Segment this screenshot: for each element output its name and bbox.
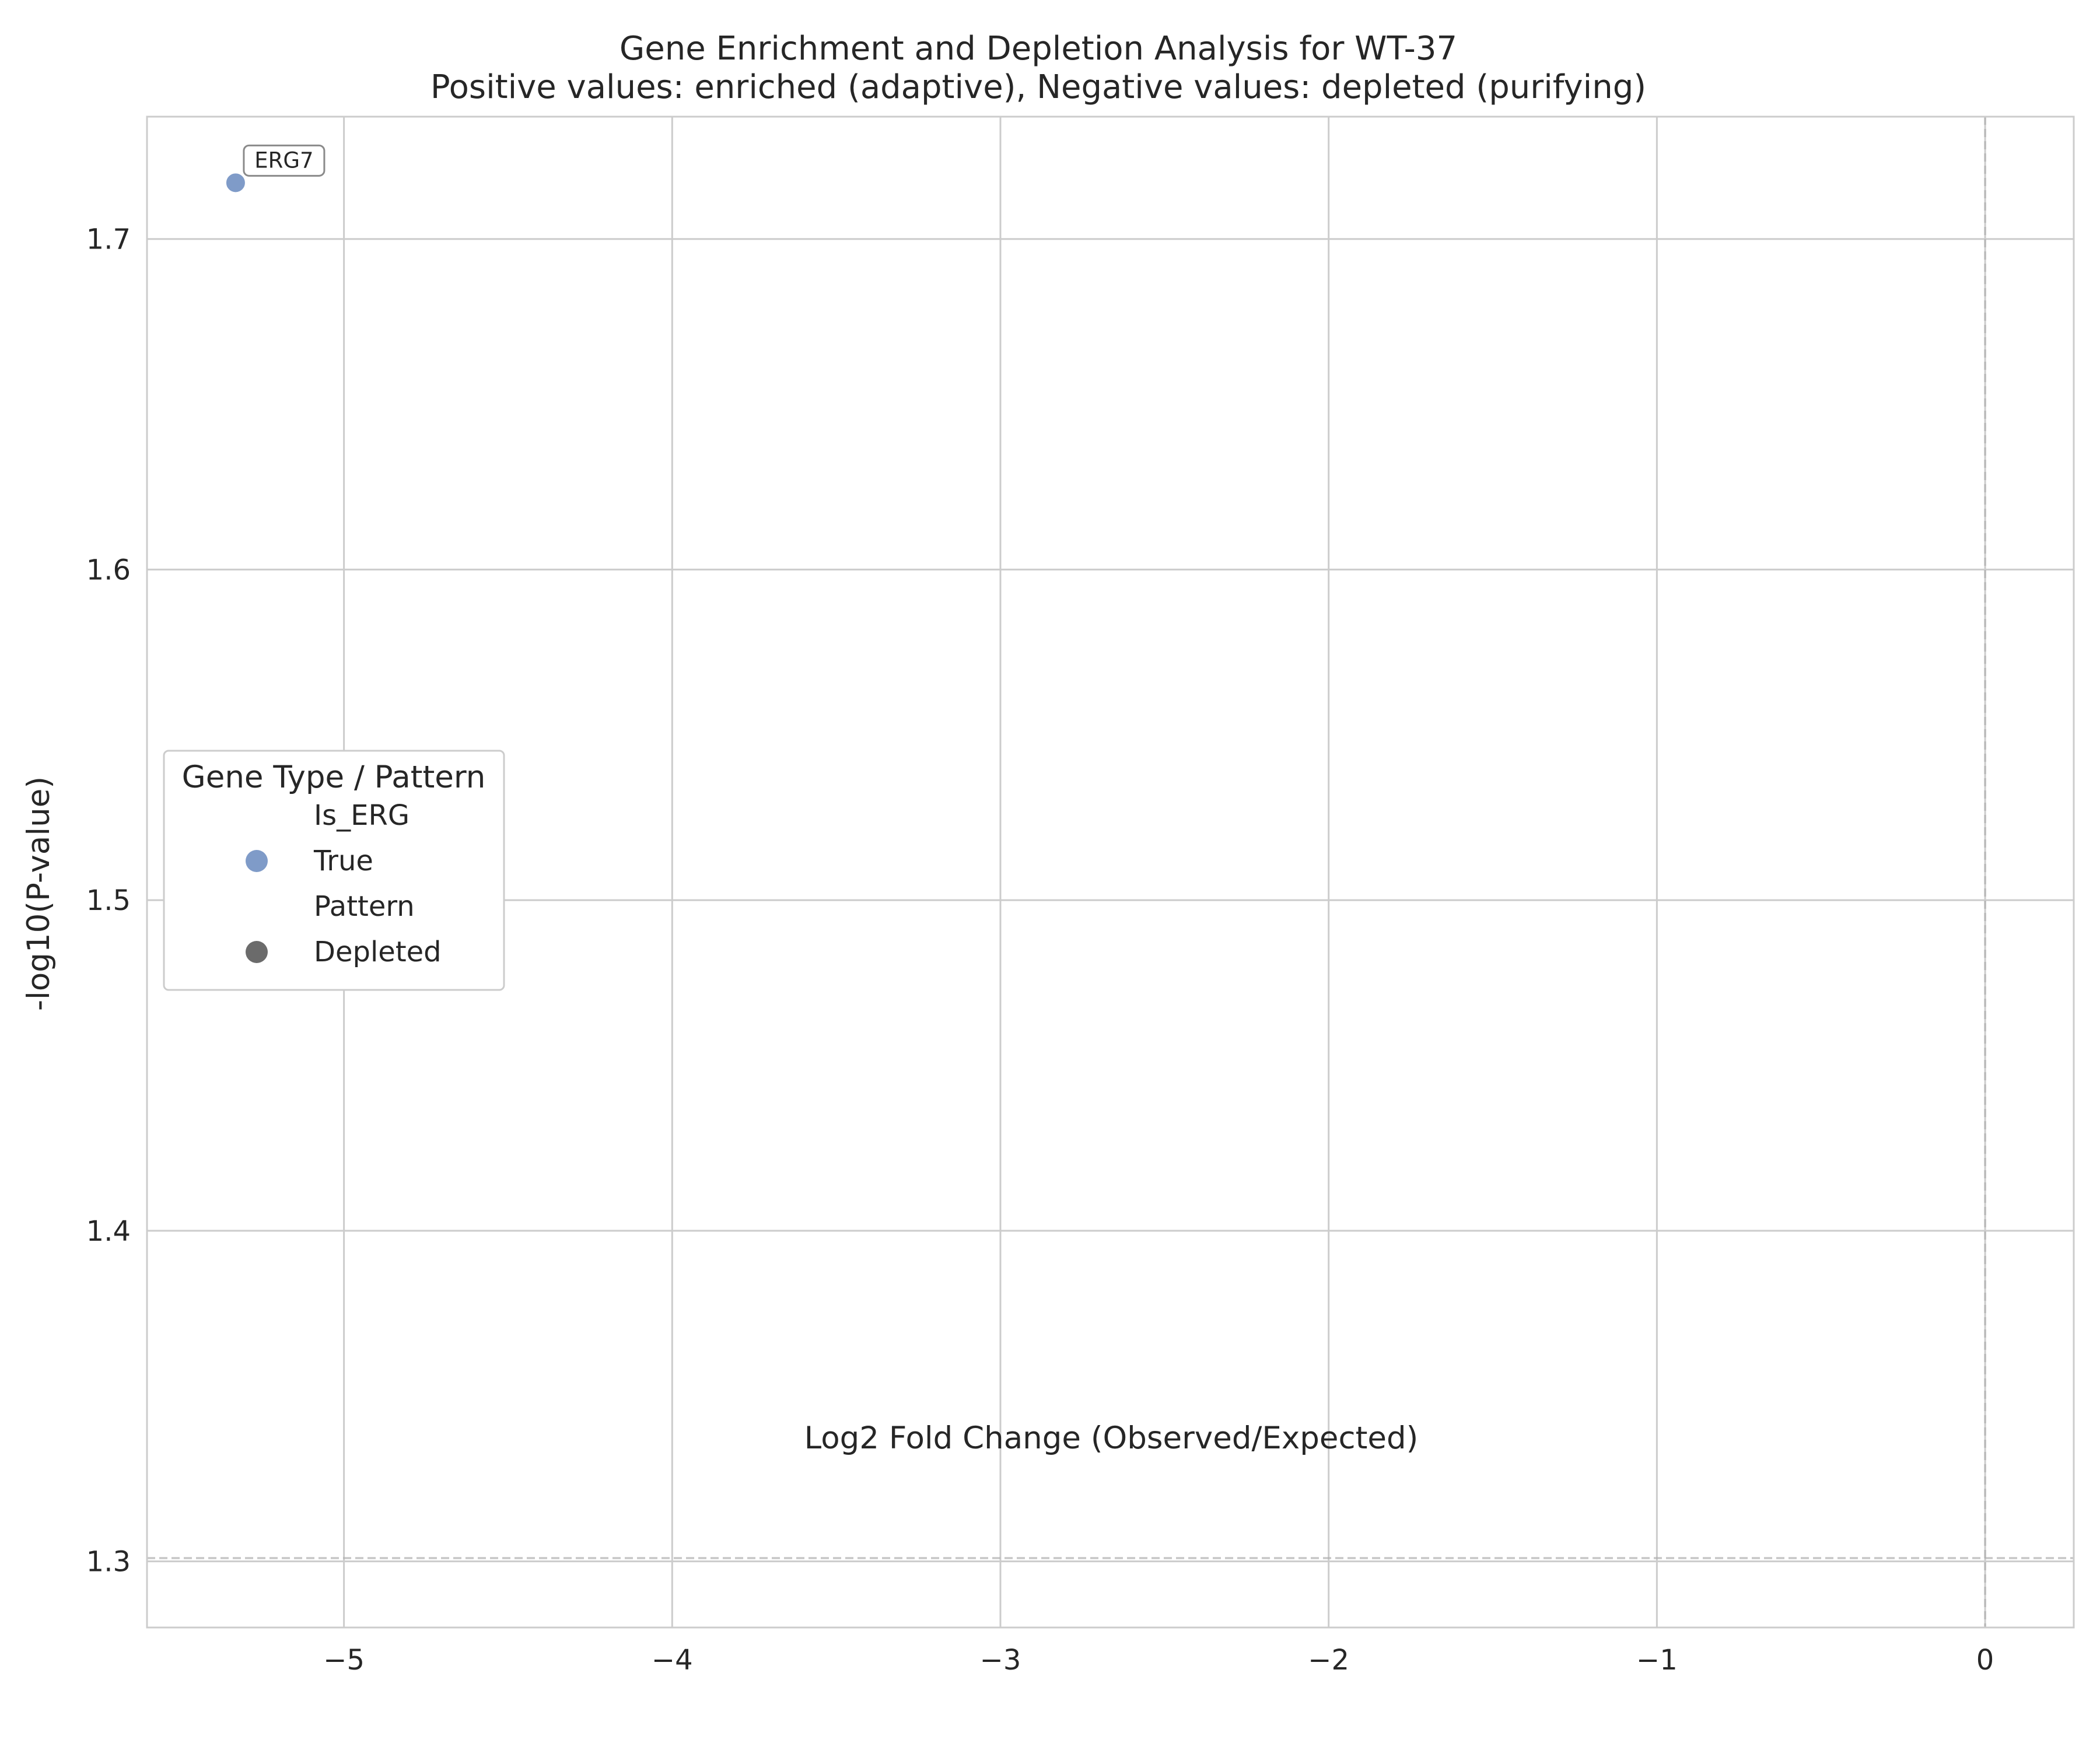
plot-frame [146,116,2075,1629]
legend-entry-label: True [313,845,373,877]
chart-title: Gene Enrichment and Depletion Analysis f… [620,30,1457,68]
legend-marker [246,850,268,872]
legend-box [163,750,505,991]
legend-entry-label: Depleted [314,936,442,968]
data-points: ERG7 [225,144,326,194]
x-tick-label: 0 [1976,1644,1994,1676]
legend-title: Gene Type / Pattern [182,760,486,795]
reference-lines [147,117,2074,1628]
x-tick-label: −2 [1308,1644,1349,1676]
point-annotation-box [243,144,326,177]
x-tick-label: −1 [1636,1644,1678,1676]
legend-marker [246,941,268,963]
point-annotation-label: ERG7 [254,148,313,173]
chart-subtitle: Positive values: enriched (adaptive), Ne… [430,68,1646,106]
legend-entry-label: Is_ERG [314,799,410,832]
y-tick-label: 1.5 [86,884,131,917]
legend: Gene Type / Pattern Is_ERG True Pattern Dep… [163,750,505,991]
x-tick-label: −5 [323,1644,365,1676]
data-point [225,172,246,194]
y-tick-labels: 1.3 1.4 1.5 1.6 1.7 [86,223,131,1578]
x-axis-label: Log2 Fold Change (Observed/Expected) [804,1420,1419,1456]
x-tick-labels: −5 −4 −3 −2 −1 0 [323,1644,1994,1676]
y-axis-label: -log10(P-value) [21,776,57,1011]
legend-entry-label: Pattern [314,890,415,923]
x-tick-label: −4 [652,1644,693,1676]
y-tick-label: 1.3 [86,1546,131,1578]
x-tick-label: −3 [980,1644,1021,1676]
legend-entries: Is_ERG True Pattern Depleted [246,799,442,968]
y-tick-label: 1.6 [86,554,131,586]
y-tick-label: 1.7 [86,223,131,256]
y-tick-label: 1.4 [86,1215,131,1248]
